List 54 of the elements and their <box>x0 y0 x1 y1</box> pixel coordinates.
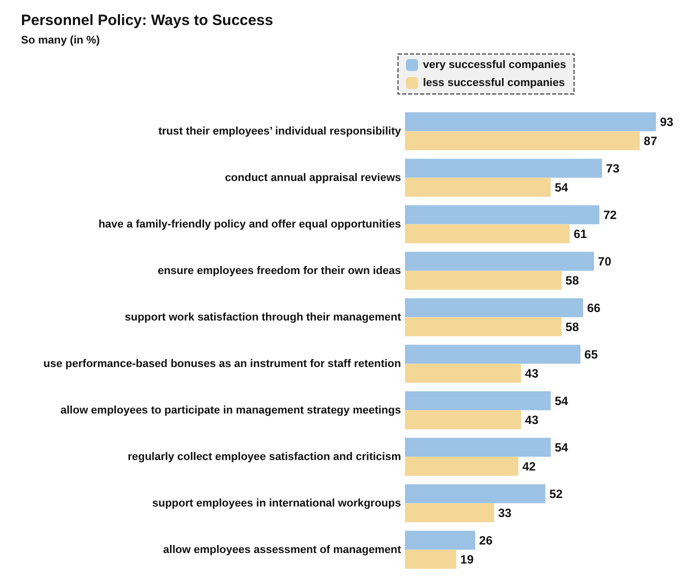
data-label: 87 <box>644 134 658 148</box>
bar <box>405 364 522 383</box>
y-tick-label: support employees in international workgroups <box>152 497 401 510</box>
data-label: 58 <box>566 273 580 288</box>
bar <box>405 298 584 318</box>
y-tick-label: conduct annual appraisal reviews <box>224 172 401 184</box>
data-label: 54 <box>554 440 568 454</box>
bar <box>405 270 562 290</box>
data-label: 54 <box>554 180 568 194</box>
bar <box>405 550 456 569</box>
y-tick-label: allow employees assessment of management <box>163 544 402 556</box>
y-tick-label: trust their employees’ individual responsibility <box>158 125 402 138</box>
bar <box>405 484 546 504</box>
data-label: 52 <box>549 486 564 501</box>
data-label: 26 <box>479 533 493 548</box>
bar <box>405 178 551 197</box>
bar <box>405 112 656 132</box>
data-label: 61 <box>574 226 588 241</box>
bar <box>405 391 551 410</box>
legend-label: less successful companies <box>423 77 565 89</box>
bar <box>405 503 494 522</box>
bar <box>405 205 600 224</box>
data-label: 54 <box>554 394 568 408</box>
data-label: 65 <box>584 347 598 362</box>
y-tick-label: use performance-based bonuses as an instrument for staff retention <box>43 358 402 370</box>
bar <box>405 224 570 244</box>
text: Personnel Policy: Ways to Success <box>21 12 274 29</box>
y-tick-label: ensure employees freedom for their own ideas <box>158 264 401 277</box>
bar <box>405 158 602 178</box>
y-tick-label: allow employees to participate in management strategy meetings <box>60 404 401 416</box>
data-label: 19 <box>460 552 474 566</box>
bar <box>405 344 580 364</box>
data-label: 93 <box>660 114 674 129</box>
bar <box>405 252 594 271</box>
text: So many (in %) <box>21 34 100 46</box>
bar <box>405 530 476 550</box>
data-label: 73 <box>606 161 620 176</box>
data-label: 58 <box>566 320 580 334</box>
data-label: 43 <box>525 412 539 427</box>
bar <box>405 131 640 150</box>
data-label: 43 <box>525 366 539 380</box>
bar <box>405 410 522 430</box>
y-tick-label: have a family-friendly policy and offer equal opportunities <box>98 218 401 230</box>
bar <box>405 438 551 457</box>
data-label: 42 <box>522 459 536 474</box>
data-label: 33 <box>498 506 512 520</box>
y-tick-label: support work satisfaction through their management <box>124 311 402 324</box>
y-tick-label: regularly collect employee satisfaction and criticism <box>128 450 402 463</box>
legend-label: very successful companies <box>423 59 566 71</box>
data-label: 66 <box>587 300 601 315</box>
bar <box>405 456 518 476</box>
data-label: 70 <box>598 254 612 268</box>
data-label: 72 <box>603 208 617 222</box>
bar <box>405 317 562 336</box>
